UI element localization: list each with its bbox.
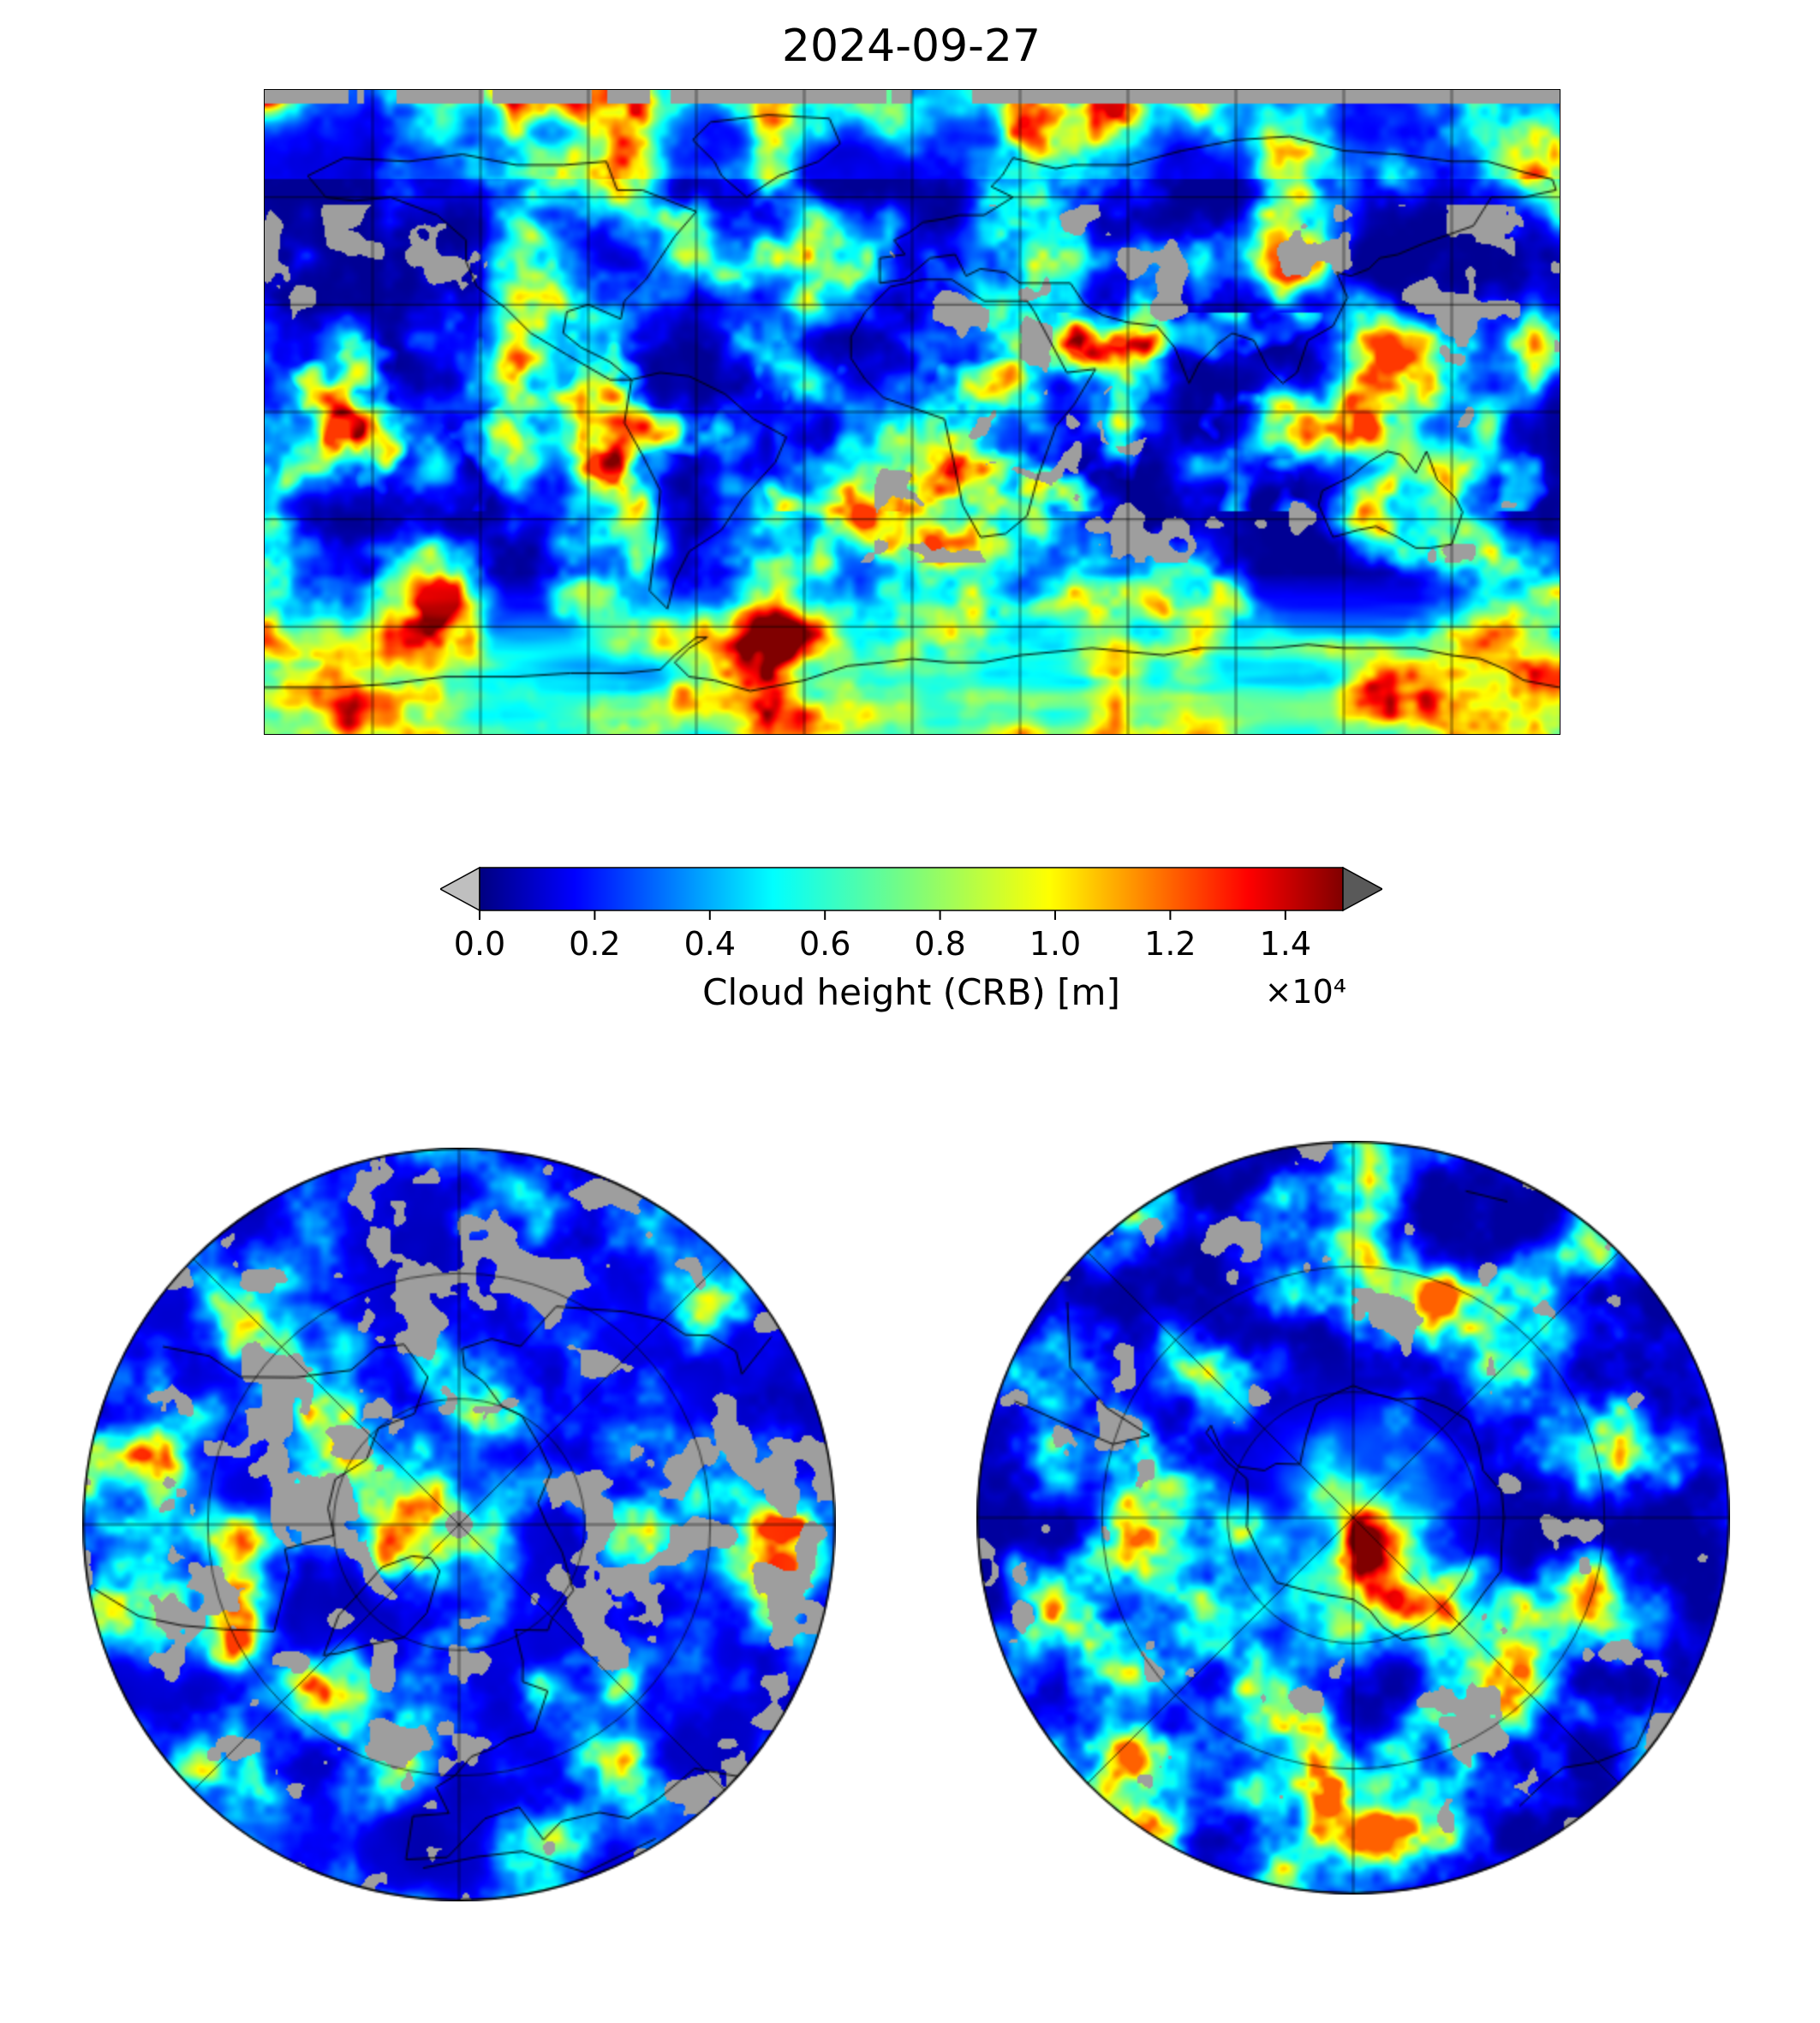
south-polar-cloud-map [976, 1141, 1730, 1895]
colorbar-bar [440, 867, 1382, 920]
colorbar-under-arrow [440, 867, 480, 912]
colorbar-scale-note: ×10⁴ [1264, 973, 1346, 1011]
colorbar-tick-label: 0.2 [569, 925, 621, 963]
colorbar-tick-label: 1.0 [1029, 925, 1082, 963]
colorbar-label: Cloud height (CRB) [m] [702, 971, 1120, 1013]
north-polar-cloud-map [82, 1148, 836, 1901]
colorbar-gradient [479, 867, 1344, 911]
colorbar-tick-label: 0.0 [453, 925, 506, 963]
colorbar-tick-label: 0.4 [683, 925, 737, 963]
colorbar: 0.0 0.2 0.4 0.6 0.8 1.0 1.2 1.4 Cloud he… [440, 867, 1382, 1029]
colorbar-tick-label: 1.2 [1144, 925, 1196, 963]
colorbar-tick-label: 0.6 [798, 925, 851, 963]
colorbar-tick-label: 1.4 [1259, 925, 1312, 963]
figure-title: 2024-09-27 [781, 21, 1041, 72]
colorbar-tick-label: 0.8 [914, 925, 966, 963]
global-cloud-height-map [264, 89, 1560, 735]
colorbar-over-arrow [1342, 867, 1382, 912]
